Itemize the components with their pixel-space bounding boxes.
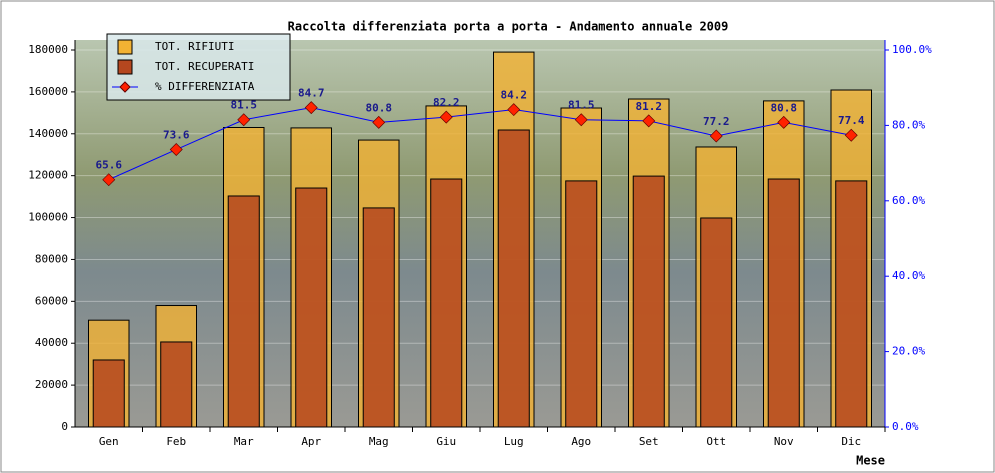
x-tick-label: Lug <box>504 435 524 448</box>
y-tick-label: 180000 <box>28 43 68 56</box>
marker <box>642 114 656 128</box>
legend-label: TOT. RECUPERATI <box>155 60 254 73</box>
legend-marker <box>119 81 131 93</box>
bar <box>430 178 463 428</box>
data-label: 77.4 <box>838 114 865 127</box>
data-label: 73.6 <box>163 129 190 142</box>
y2-tick-label: 80.0% <box>892 118 925 131</box>
bar <box>92 359 125 428</box>
bar <box>160 341 193 428</box>
y-tick-label: 120000 <box>28 169 68 182</box>
legend-swatch <box>117 39 133 55</box>
data-label: 77.2 <box>703 115 730 128</box>
x-tick-label: Nov <box>774 435 794 448</box>
marker <box>304 101 318 115</box>
x-axis-label: Mese <box>856 454 885 468</box>
marker <box>169 143 183 157</box>
data-label: 81.5 <box>231 99 258 112</box>
legend-swatch <box>117 59 133 75</box>
y2-tick-label: 40.0% <box>892 269 925 282</box>
data-label: 82.2 <box>433 96 460 109</box>
x-tick-label: Gen <box>99 435 119 448</box>
marker <box>777 115 791 129</box>
x-tick-label: Ago <box>571 435 591 448</box>
bar <box>362 207 395 428</box>
y2-tick-label: 60.0% <box>892 194 925 207</box>
data-label: 81.5 <box>568 99 595 112</box>
y2-tick-label: 20.0% <box>892 345 925 358</box>
bar <box>700 217 733 428</box>
x-tick-label: Ott <box>706 435 726 448</box>
data-label: 80.8 <box>366 101 393 114</box>
legend-label: TOT. RIFIUTI <box>155 40 234 53</box>
y2-tick-label: 100.0% <box>892 43 932 56</box>
marker <box>439 110 453 124</box>
x-tick-label: Giu <box>436 435 456 448</box>
data-label: 81.2 <box>636 100 663 113</box>
x-tick-label: Apr <box>301 435 321 448</box>
bar <box>565 180 598 428</box>
bar <box>497 129 530 428</box>
marker <box>507 103 521 117</box>
y-tick-label: 160000 <box>28 85 68 98</box>
x-tick-label: Mar <box>234 435 254 448</box>
bar <box>767 178 800 428</box>
marker <box>372 115 386 129</box>
data-label: 65.6 <box>96 159 123 172</box>
legend-label: % DIFFERENZIATA <box>155 80 255 93</box>
marker <box>102 173 116 187</box>
x-tick-label: Feb <box>166 435 186 448</box>
data-label: 84.2 <box>501 89 528 102</box>
line <box>108 107 852 181</box>
marker <box>237 113 251 127</box>
legend-box <box>106 33 291 101</box>
bar <box>295 187 328 428</box>
y-tick-label: 0 <box>61 420 68 433</box>
data-label: 84.7 <box>298 87 325 100</box>
y-tick-label: 140000 <box>28 127 68 140</box>
marker <box>709 129 723 143</box>
marker <box>574 113 588 127</box>
bar <box>835 180 868 428</box>
chart-title: Raccolta differenziata porta a porta - A… <box>288 20 729 34</box>
bar <box>227 195 260 428</box>
y-tick-label: 40000 <box>35 336 68 349</box>
y-tick-label: 60000 <box>35 294 68 307</box>
y-tick-label: 80000 <box>35 252 68 265</box>
marker <box>844 128 858 142</box>
x-tick-label: Set <box>639 435 659 448</box>
y-tick-label: 100000 <box>28 211 68 224</box>
x-tick-label: Mag <box>369 435 389 448</box>
y2-tick-label: 0.0% <box>892 420 919 433</box>
plot-background <box>75 40 885 427</box>
x-tick-label: Dic <box>841 435 861 448</box>
data-label: 80.8 <box>771 101 798 114</box>
bar <box>632 175 665 428</box>
y-tick-label: 20000 <box>35 378 68 391</box>
